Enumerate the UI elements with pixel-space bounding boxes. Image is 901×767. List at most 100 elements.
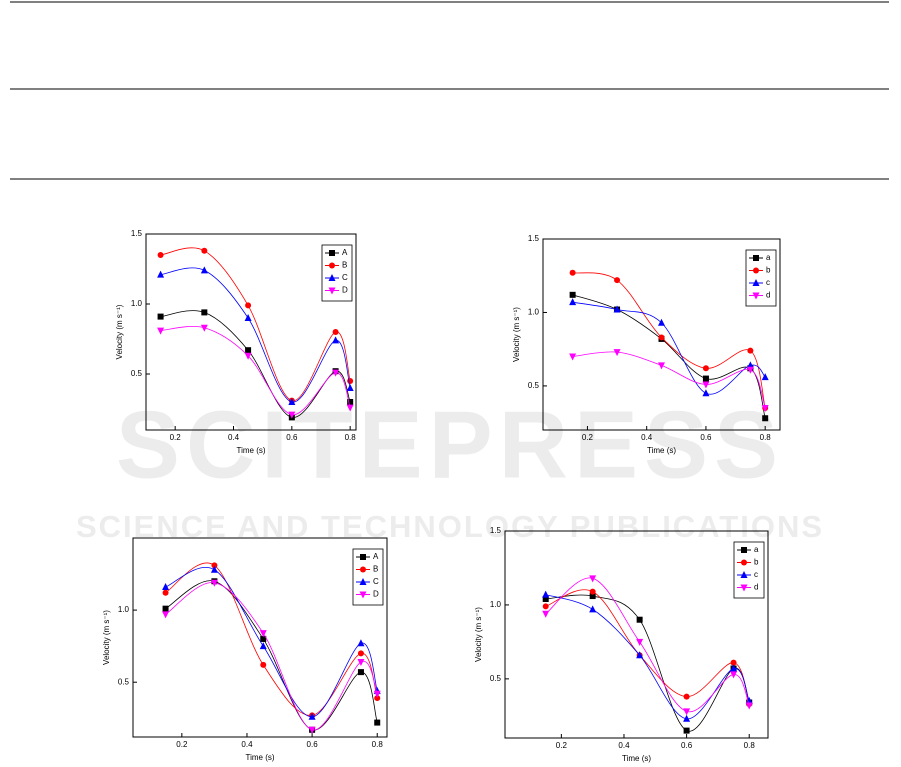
marker xyxy=(332,369,340,377)
marker xyxy=(614,277,621,284)
legend-label: A xyxy=(373,552,379,561)
y-axis-label: Velocity (m s⁻¹) xyxy=(115,304,124,359)
marker xyxy=(245,347,252,354)
y-tick-label: 1.0 xyxy=(528,308,540,317)
marker xyxy=(374,719,381,726)
legend-marker xyxy=(740,571,748,578)
legend-marker xyxy=(360,554,366,560)
marker xyxy=(761,373,769,381)
legend-marker xyxy=(328,274,336,281)
marker xyxy=(683,693,690,700)
marker xyxy=(589,575,597,583)
y-axis-label: Velocity (m s⁻¹) xyxy=(512,307,521,362)
marker xyxy=(162,589,169,596)
marker xyxy=(162,583,170,591)
marker xyxy=(357,669,364,676)
series-line xyxy=(572,301,766,395)
marker xyxy=(658,334,665,341)
marker xyxy=(211,562,218,569)
y-tick-label: 0.5 xyxy=(118,677,130,686)
legend-marker xyxy=(359,578,367,585)
x-tick-label: 0.2 xyxy=(170,433,182,442)
marker xyxy=(702,381,710,389)
x-tick-label: 0.8 xyxy=(760,433,772,442)
legend-label: b xyxy=(766,266,771,275)
x-tick-label: 0.8 xyxy=(744,741,756,750)
legend-box xyxy=(733,541,765,599)
marker xyxy=(747,347,754,354)
series-line xyxy=(572,351,766,409)
marker xyxy=(636,651,644,659)
legend-label: C xyxy=(342,273,348,282)
plot-frame xyxy=(542,238,781,431)
marker xyxy=(761,404,769,412)
legend-marker xyxy=(740,584,748,592)
marker xyxy=(332,329,339,335)
legend-label: B xyxy=(342,261,347,270)
marker xyxy=(157,252,164,258)
legend-marker xyxy=(329,262,335,269)
y-tick-label: 0.5 xyxy=(490,674,502,683)
legend-marker xyxy=(752,292,760,300)
marker xyxy=(569,298,577,306)
marker xyxy=(259,630,267,638)
marker xyxy=(162,611,170,619)
marker xyxy=(201,309,208,316)
x-tick-label: 0.8 xyxy=(345,433,357,442)
legend-label: c xyxy=(766,278,770,287)
marker xyxy=(683,708,691,716)
marker xyxy=(347,399,354,405)
marker xyxy=(357,659,365,667)
x-axis-label: Time (s) xyxy=(245,753,274,762)
y-tick-label: 1.0 xyxy=(118,605,130,614)
marker xyxy=(245,302,252,309)
x-tick-label: 0.4 xyxy=(228,433,240,442)
marker xyxy=(745,702,753,710)
marker xyxy=(200,324,208,332)
legend-box xyxy=(321,244,353,302)
legend-label: A xyxy=(342,248,348,257)
marker xyxy=(683,714,691,722)
series-line xyxy=(545,589,750,705)
legend-marker xyxy=(752,279,760,286)
legend-marker xyxy=(741,559,747,566)
series-line xyxy=(165,580,378,731)
marker xyxy=(702,389,710,397)
marker xyxy=(569,269,576,276)
legend-marker xyxy=(328,287,336,295)
x-axis-label: Time (s) xyxy=(236,446,265,455)
marker xyxy=(636,638,644,646)
x-tick-label: 0.8 xyxy=(372,740,384,749)
marker xyxy=(683,727,690,734)
plot-frame xyxy=(504,530,769,739)
marker xyxy=(613,349,621,357)
series-line xyxy=(165,582,378,731)
marker xyxy=(636,616,643,623)
marker xyxy=(157,327,165,335)
marker xyxy=(658,318,665,326)
y-tick-label: 1.5 xyxy=(490,526,502,535)
y-tick-label: 1.5 xyxy=(131,229,143,238)
marker xyxy=(210,579,218,587)
marker xyxy=(542,596,549,603)
marker xyxy=(200,266,208,274)
legend-label: C xyxy=(373,577,379,586)
marker xyxy=(357,639,365,647)
legend-marker xyxy=(753,267,759,274)
y-tick-label: 0.5 xyxy=(131,369,143,378)
x-tick-label: 0.4 xyxy=(641,433,653,442)
marker xyxy=(162,605,169,612)
x-tick-label: 0.6 xyxy=(286,433,298,442)
legend-marker xyxy=(360,566,366,573)
marker xyxy=(260,635,267,642)
marker xyxy=(308,726,316,734)
x-tick-label: 0.6 xyxy=(700,433,712,442)
legend-label: d xyxy=(766,291,770,300)
x-tick-label: 0.6 xyxy=(307,740,319,749)
marker xyxy=(589,588,596,595)
y-tick-label: 0.5 xyxy=(528,381,540,390)
legend-label: a xyxy=(766,253,771,262)
plot-frame xyxy=(145,233,357,431)
legend-label: B xyxy=(373,565,378,574)
